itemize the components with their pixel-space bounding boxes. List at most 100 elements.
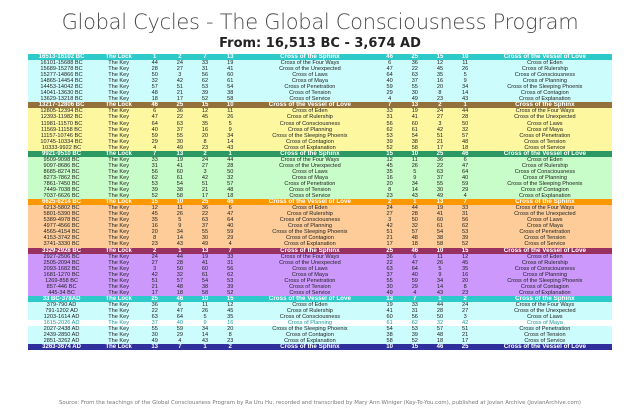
gate-4-cell: 38: [227, 90, 234, 97]
date-range-cell: 8685-8274 BC: [43, 168, 80, 175]
gate-3-cell: 52: [201, 96, 209, 103]
gate-3-cell: 15: [201, 102, 209, 109]
cross-name-cell: Cross of the Four Ways: [280, 156, 340, 163]
gate-6-cell: 52: [411, 338, 418, 345]
gate-7-cell: 48: [436, 332, 444, 339]
date-range-cell: 12805-12394 BC: [40, 108, 83, 115]
gate-type-cell: The Key: [108, 60, 130, 67]
gate-type-cell: The Key: [108, 96, 130, 103]
cross-name-cell: Cross of Planning: [287, 223, 332, 230]
gate-type-cell: The Key: [108, 271, 130, 278]
opposite-cross-name-cell: Cross of Rulership: [521, 66, 568, 73]
key-row: 2027-2438 AD The Key 55 59 34 20 Cross of the …: [28, 326, 612, 333]
gate-6-cell: 40: [411, 271, 418, 278]
gate-1-cell: 23: [151, 241, 158, 248]
gate-1-cell: 12: [151, 205, 158, 212]
gate-3-cell: 42: [201, 174, 209, 181]
gate-2-cell: 5: [178, 217, 182, 224]
key-row: 1615-2026 AD The Key 37 40 9 16 Cross of Plann…: [28, 320, 612, 327]
gate-type-cell: The Key: [108, 241, 130, 248]
cross-name-cell: Cross of the Sleeping Phoenix: [272, 132, 348, 139]
gate-4-cell: 14: [227, 138, 234, 145]
date-range-cell: 2093-1682 BC: [43, 265, 80, 272]
gate-6-cell: 10: [411, 150, 419, 157]
gate-8-cell: 10: [461, 54, 469, 60]
gate-6-cell: 33: [411, 301, 418, 308]
date-range-cell: 16101-15688 BC: [40, 60, 83, 67]
gate-4-cell: 18: [227, 193, 234, 200]
gate-4-cell: 11: [227, 108, 234, 115]
gate-2-cell: 32: [176, 271, 183, 278]
gate-7-cell: 38: [436, 235, 444, 242]
opposite-cross-name-cell: Cross of the Unexpected: [514, 211, 576, 218]
gate-4-cell: 41: [227, 66, 234, 73]
opposite-cross-name-cell: Cross of Explanation: [519, 289, 571, 296]
opposite-cross-name-cell: Cross of Consciousness: [514, 168, 576, 175]
gate-type-cell: The Key: [108, 289, 130, 296]
cross-name-cell: Cross of the Vessel of Love: [268, 102, 352, 109]
opposite-cross-name-cell: Cross of Rulership: [521, 259, 568, 266]
gate-type-cell: The Key: [108, 338, 130, 345]
gate-8-cell: 23: [462, 289, 469, 296]
gate-5-cell: 55: [386, 277, 393, 284]
gate-2-cell: 24: [176, 60, 183, 67]
gate-6-cell: 38: [411, 138, 418, 145]
gate-type-cell: The Key: [108, 217, 130, 224]
gate-1-cell: 51: [151, 277, 158, 284]
gate-4-cell: 57: [227, 180, 234, 187]
date-range-cell: 14865-14454 BC: [40, 78, 83, 85]
key-row: 5801-5390 BC The Key 45 26 22 47 Cross of Rule…: [28, 211, 612, 218]
date-range-cell: 11569-11158 BC: [41, 126, 83, 133]
date-range-cell: 3329-2928 BC: [42, 247, 82, 254]
gate-3-cell: 33: [201, 60, 209, 67]
gate-7-cell: 11: [437, 253, 443, 260]
gate-5-cell: 24: [386, 205, 393, 212]
gate-1-cell: 57: [151, 84, 158, 91]
gate-type-cell: The Key: [108, 253, 130, 260]
gate-7-cell: 54: [436, 229, 444, 236]
gate-2-cell: 43: [176, 241, 183, 248]
gate-6-cell: 34: [411, 180, 418, 187]
cross-name-cell: Cross of Rulership: [286, 114, 333, 121]
gate-6-cell: 57: [411, 229, 418, 236]
key-row: 2093-1682 BC The Key 3 50 60 56 Cross of Laws 6…: [28, 265, 612, 272]
gate-8-cell: 42: [462, 320, 469, 327]
opposite-cross-name-cell: Cross of Planning: [522, 271, 567, 278]
gate-7-cell: 5: [438, 265, 442, 272]
gate-3-cell: 39: [201, 90, 209, 97]
lock-header-row: 9921-9510 BC The Lock 7 13 2 1 Cross of the Sp…: [28, 150, 612, 157]
cross-name-cell: Cross of the Four Ways: [280, 60, 340, 67]
cross-name-cell: Cross of Consciousness: [279, 120, 341, 127]
gate-5-cell: 41: [386, 307, 393, 314]
gate-4-cell: 32: [227, 174, 234, 181]
gate-8-cell: 25: [461, 344, 469, 351]
gate-3-cell: 56: [201, 72, 209, 79]
gate-8-cell: 3: [463, 314, 467, 321]
cross-name-cell: Cross of Maya: [291, 78, 328, 85]
gate-8-cell: 48: [462, 138, 469, 145]
opposite-cross-name-cell: Cross of Consciousness: [514, 265, 576, 272]
gate-1-cell: 52: [151, 193, 158, 200]
gate-1-cell: 17: [151, 289, 158, 296]
gate-7-cell: 20: [436, 84, 444, 91]
lock-header-row: 16513-16102 BC The Lock 1 2 7 13 Cross of the …: [28, 54, 612, 61]
gate-8-cell: 62: [462, 223, 469, 230]
key-row: 4153-3742 BC The Key 8 14 30 29 Cross of Conta…: [28, 235, 612, 242]
gate-6-cell: 47: [411, 259, 418, 266]
gate-6-cell: 64: [411, 265, 418, 272]
gate-5-cell: 58: [386, 338, 393, 345]
key-row: 445-34 BC The Key 17 18 58 52 Cross of Service…: [28, 289, 612, 296]
gate-3-cell: 60: [201, 265, 209, 272]
gate-3-cell: 54: [201, 277, 209, 284]
gate-6-cell: 54: [411, 132, 418, 139]
gate-2-cell: 17: [176, 96, 183, 103]
gate-6-cell: 11: [411, 156, 418, 163]
gate-7-cell: 58: [436, 241, 444, 248]
gate-6-cell: 63: [411, 72, 418, 79]
gate-1-cell: 4: [153, 144, 157, 151]
opposite-cross-name-cell: Cross of Penetration: [519, 326, 571, 333]
opposite-cross-name-cell: Cross of Laws: [527, 217, 563, 224]
key-row: 857-446 BC The Key 21 48 38 39 Cross of Tensio…: [28, 283, 612, 290]
lock-header-row: 3329-2928 BC The Lock 2 1 13 7 Cross of the Sp…: [28, 247, 612, 254]
gate-4-cell: 6: [228, 205, 232, 212]
